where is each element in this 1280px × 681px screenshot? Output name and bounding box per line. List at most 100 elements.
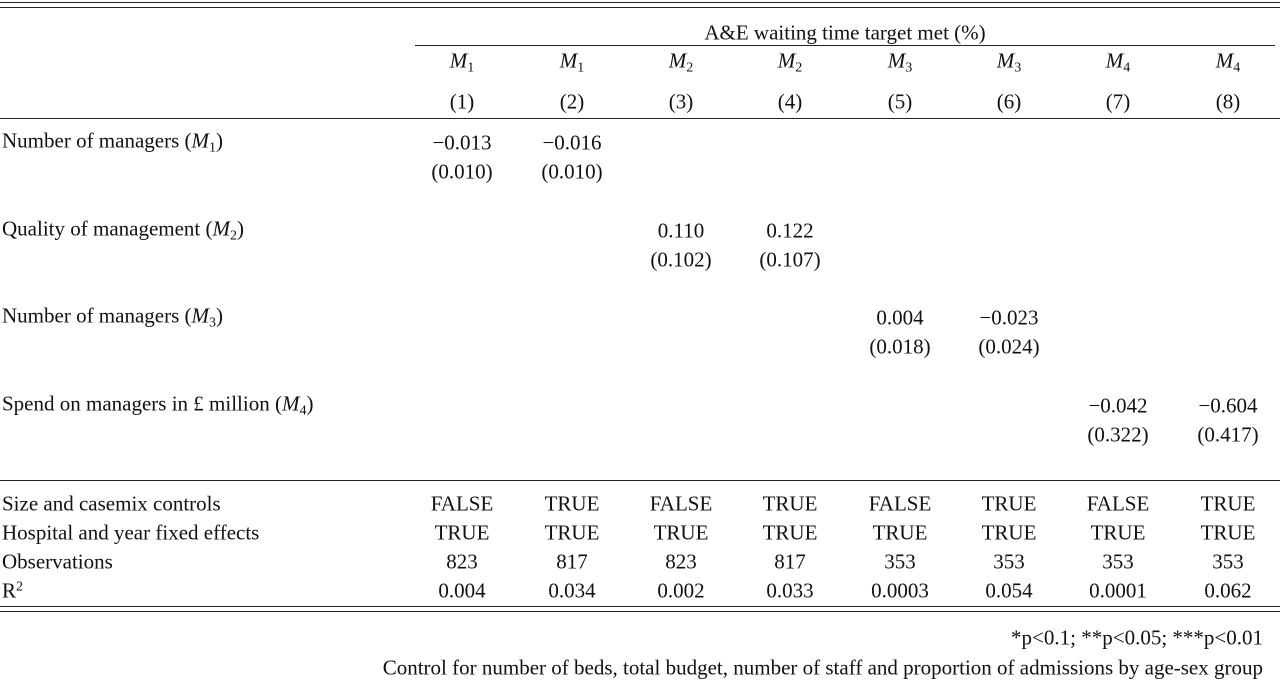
subscript: 3 [1014, 60, 1022, 76]
stat-value: TRUE [981, 520, 1037, 545]
stat-value: TRUE [434, 520, 490, 545]
variable: M [559, 48, 578, 73]
row-label: Number of managers (M1) [2, 128, 224, 156]
stat-value: 823 [665, 549, 697, 574]
standard-error: (0.102) [650, 247, 712, 271]
variable: M [1105, 48, 1124, 73]
note: *p<0.1; **p<0.05; ***p<0.01 [1011, 625, 1263, 650]
stat-value: 0.0003 [871, 578, 929, 603]
stat-value: 817 [556, 549, 588, 574]
superscript: 2 [16, 579, 24, 595]
model-header: M1 [450, 50, 475, 76]
column-number: (5) [887, 89, 913, 114]
row-label: Spend on managers in £ million (M4) [2, 393, 313, 418]
rule [0, 606, 1280, 607]
stat-value: TRUE [872, 520, 928, 545]
stat-value: FALSE [868, 491, 932, 516]
subscript: 3 [209, 315, 217, 331]
row-label: Number of managers (M3) [2, 303, 223, 331]
label-text: R [2, 578, 17, 603]
column-number: (3) [668, 89, 694, 114]
stat-label: Observations [2, 549, 113, 574]
label-text: ) [216, 128, 224, 153]
label-text: Quality of management ( [2, 216, 213, 240]
stat-value: FALSE [1086, 491, 1150, 516]
variable: M [281, 391, 300, 415]
stat-value: 823 [446, 549, 478, 574]
subscript: 4 [1233, 60, 1241, 76]
model-header: M2 [668, 48, 694, 76]
model-header: M4 [1215, 48, 1241, 76]
stat-label: Size and casemix controls [2, 493, 221, 515]
coefficient: 0.110 [657, 218, 705, 242]
rule [0, 118, 1280, 119]
subscript: 1 [577, 60, 585, 76]
stat-value: 353 [993, 549, 1025, 574]
rule [0, 7, 1280, 8]
coefficient: −0.042 [1088, 393, 1148, 417]
variable: M [212, 216, 231, 240]
variable: M [887, 48, 906, 73]
model-header: M3 [996, 48, 1022, 76]
model-header: M4 [1105, 48, 1131, 76]
rule [0, 2, 1280, 3]
column-number: (1) [449, 89, 475, 114]
note: Control for number of beds, total budget… [382, 655, 1263, 680]
stat-value: 0.004 [438, 578, 486, 603]
stat-value: 0.062 [1204, 578, 1252, 603]
coefficient: −0.023 [979, 305, 1039, 330]
standard-error: (0.107) [759, 247, 821, 271]
stat-value: 0.0001 [1089, 578, 1147, 603]
model-header: M3 [887, 48, 913, 76]
subscript: 2 [230, 228, 238, 243]
stat-value: 0.033 [766, 578, 814, 603]
stat-label: Hospital and year fixed effects [2, 522, 259, 544]
column-number: (4) [777, 89, 803, 114]
subscript: 2 [795, 60, 803, 76]
label-text: Number of managers ( [2, 303, 192, 328]
stat-value: 353 [884, 549, 916, 574]
standard-error: (0.322) [1087, 422, 1149, 446]
column-group-title: A&E waiting time target met (%) [704, 20, 986, 45]
stat-value: 353 [1212, 549, 1244, 574]
stat-value: TRUE [981, 491, 1037, 516]
stat-value: 0.054 [985, 578, 1033, 603]
variable: M [777, 48, 796, 73]
column-number: (8) [1215, 89, 1241, 114]
label-text: Observations [2, 549, 113, 574]
standard-error: (0.417) [1197, 422, 1259, 446]
variable: M [1215, 48, 1234, 73]
stat-value: FALSE [649, 491, 713, 516]
variable: M [668, 48, 687, 73]
standard-error: (0.010) [541, 159, 603, 184]
row-label: Quality of management (M2) [2, 218, 244, 243]
label-text: Spend on managers in £ million ( [2, 391, 282, 415]
subscript: 4 [299, 403, 307, 418]
rule [415, 45, 1275, 46]
stat-value: 817 [774, 549, 806, 574]
stat-value: TRUE [762, 491, 818, 516]
subscript: 1 [209, 140, 217, 156]
label-text: Number of managers ( [2, 128, 192, 153]
stat-value: TRUE [1090, 520, 1146, 545]
label-text: ) [306, 391, 314, 415]
subscript: 3 [905, 60, 913, 76]
label-text: ) [237, 216, 245, 240]
stat-value: 0.034 [548, 578, 596, 603]
rule [0, 611, 1280, 612]
coefficient: −0.604 [1198, 393, 1258, 417]
coefficient: 0.004 [876, 305, 924, 330]
column-number: (6) [996, 89, 1022, 114]
subscript: 1 [467, 60, 475, 76]
stat-value: TRUE [653, 520, 709, 545]
variable: M [191, 303, 210, 328]
standard-error: (0.010) [431, 159, 493, 184]
coefficient: −0.016 [542, 130, 602, 155]
stat-value: TRUE [544, 520, 600, 545]
stat-value: FALSE [430, 491, 494, 516]
variable: M [996, 48, 1015, 73]
stat-value: TRUE [1200, 491, 1256, 516]
coefficient: −0.013 [432, 130, 492, 155]
stat-value: TRUE [1200, 520, 1256, 545]
